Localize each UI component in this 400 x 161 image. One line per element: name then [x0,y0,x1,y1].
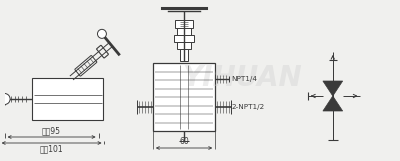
Polygon shape [323,96,343,111]
Bar [177,42,191,49]
Text: NPT1/4: NPT1/4 [231,76,257,82]
Bar [175,20,193,28]
Text: 全镵95: 全镵95 [42,127,61,136]
Circle shape [98,29,106,38]
Bar [32,78,104,120]
Text: YIHUAN: YIHUAN [182,64,302,92]
Bar [153,63,215,131]
Bar [177,28,191,35]
Bar [180,49,188,61]
Text: 2-NPT1/2: 2-NPT1/2 [231,104,264,110]
Bar [174,35,194,42]
Text: 全开101: 全开101 [40,145,64,153]
Circle shape [0,94,10,104]
Polygon shape [323,81,343,96]
Text: 60: 60 [179,137,189,147]
